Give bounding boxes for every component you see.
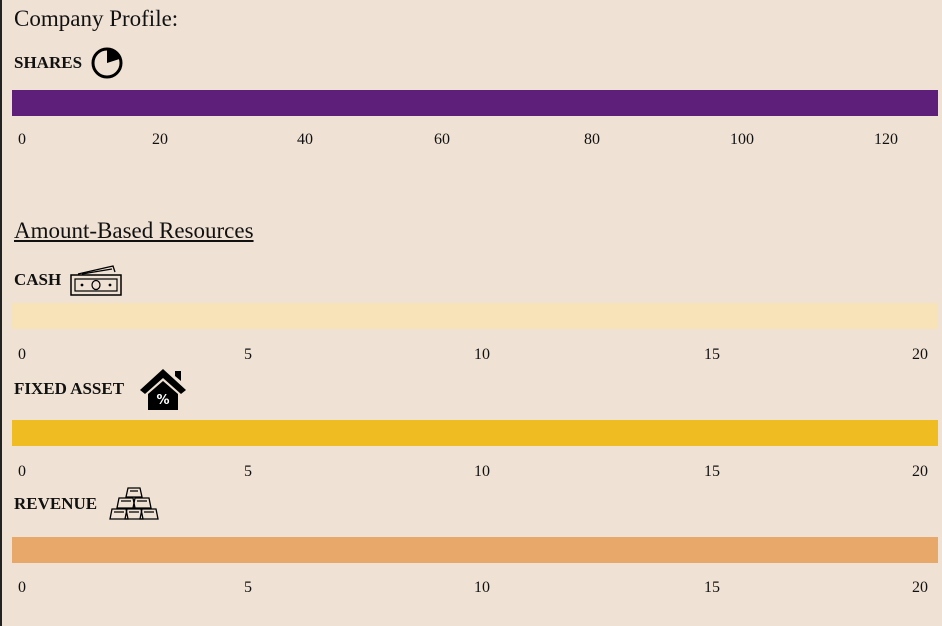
- cash-label-row: CASH: [14, 262, 125, 298]
- fixed-asset-bar: [12, 420, 938, 446]
- shares-bar-fill: [12, 90, 938, 116]
- cash-tick-label: 20: [912, 346, 928, 363]
- shares-label-row: SHARES: [14, 46, 124, 80]
- fixed-asset-label: FIXED ASSET: [14, 379, 125, 398]
- cash-tick-label: 0: [18, 346, 26, 363]
- shares-bar: [12, 90, 938, 116]
- cash-tick-label: 15: [704, 346, 720, 363]
- shares-tick-label: 0: [18, 131, 26, 148]
- shares-tick-label: 40: [297, 131, 313, 148]
- cash-bar: [12, 303, 938, 329]
- revenue-tick-label: 15: [704, 579, 720, 596]
- revenue-tick-label: 20: [912, 579, 928, 596]
- cash-axis: 0 5 10 15 20: [12, 346, 938, 366]
- fixed-asset-tick-label: 15: [704, 463, 720, 480]
- revenue-label: REVENUE: [14, 494, 98, 513]
- cash-icon: [69, 262, 125, 298]
- shares-tick-label: 60: [434, 131, 450, 148]
- fixed-asset-axis: 0 5 10 15 20: [12, 463, 938, 483]
- revenue-label-row: REVENUE: [14, 486, 159, 522]
- cash-tick-label: 10: [474, 346, 490, 363]
- pie-chart-icon: [90, 46, 124, 80]
- svg-text:%: %: [157, 393, 170, 408]
- fixed-asset-bar-fill: [12, 420, 938, 446]
- shares-tick-label: 120: [874, 131, 898, 148]
- cash-label: CASH: [14, 270, 62, 289]
- shares-label: SHARES: [14, 53, 83, 72]
- house-percent-icon: %: [138, 366, 188, 412]
- revenue-bar-fill: [12, 537, 938, 563]
- revenue-tick-label: 5: [244, 579, 252, 596]
- revenue-tick-label: 10: [474, 579, 490, 596]
- shares-tick-label: 20: [152, 131, 168, 148]
- section-title: Amount-Based Resources: [14, 218, 254, 243]
- fixed-asset-tick-label: 10: [474, 463, 490, 480]
- gold-bars-icon: [109, 486, 159, 522]
- fixed-asset-tick-label: 5: [244, 463, 252, 480]
- shares-tick-label: 80: [584, 131, 600, 148]
- revenue-axis: 0 5 10 15 20: [12, 579, 938, 599]
- cash-bar-fill: [12, 303, 938, 329]
- revenue-bar: [12, 537, 938, 563]
- shares-tick-label: 100: [730, 131, 754, 148]
- fixed-asset-tick-label: 20: [912, 463, 928, 480]
- fixed-asset-label-row: FIXED ASSET %: [14, 366, 188, 412]
- cash-tick-label: 5: [244, 346, 252, 363]
- shares-axis: 0 20 40 60 80 100 120: [12, 131, 938, 151]
- page-title: Company Profile:: [14, 6, 179, 31]
- revenue-tick-label: 0: [18, 579, 26, 596]
- fixed-asset-tick-label: 0: [18, 463, 26, 480]
